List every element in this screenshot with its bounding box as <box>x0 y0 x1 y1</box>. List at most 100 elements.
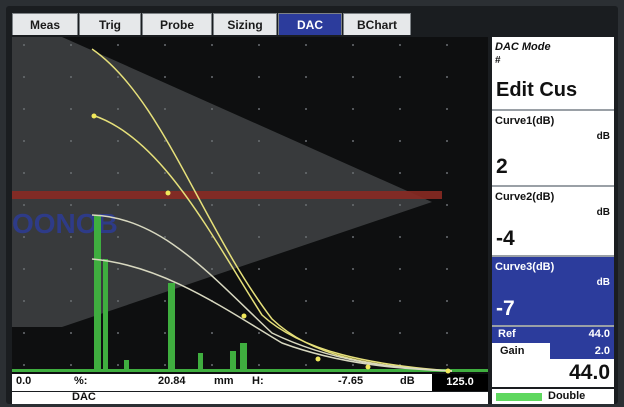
a-scan-plot[interactable]: OONOB <box>12 37 488 374</box>
grid-dot <box>211 44 213 46</box>
grid-dot <box>70 108 72 110</box>
curve3-unit: dB <box>596 277 610 288</box>
tab-probe[interactable]: Probe <box>142 13 212 35</box>
grid-dot <box>70 76 72 78</box>
echo-peak-1 <box>94 215 101 372</box>
grid-dot <box>164 204 166 206</box>
curve3-value: -7 <box>496 297 515 320</box>
readout-percent-label: %: <box>74 375 88 387</box>
grid-dot <box>305 44 307 46</box>
grid-dot <box>164 364 166 366</box>
curve3-cell[interactable]: Curve3(dB) dB -7 <box>492 257 614 327</box>
grid-dot <box>305 332 307 334</box>
readout-db-unit: dB <box>400 375 415 387</box>
grid-dot <box>211 108 213 110</box>
tab-bar: Meas Trig Probe Sizing DAC BChart <box>12 13 412 37</box>
grid-dot <box>352 268 354 270</box>
curve2-cell[interactable]: Curve2(dB) dB -4 <box>492 187 614 257</box>
grid-dot <box>70 236 72 238</box>
curve2-value: -4 <box>496 227 515 250</box>
grid-dot <box>117 172 119 174</box>
grid-dot <box>70 44 72 46</box>
curve1-value: 2 <box>496 155 508 178</box>
grid-dot <box>352 364 354 366</box>
grid-dot <box>117 140 119 142</box>
grid-dot <box>399 108 401 110</box>
grid-dot <box>446 140 448 142</box>
grid-dot <box>164 76 166 78</box>
status-bar: DAC <box>12 391 488 404</box>
grid-dot <box>23 268 25 270</box>
grid-dot <box>211 268 213 270</box>
grid-dot <box>352 172 354 174</box>
grid-dot <box>23 332 25 334</box>
grid-dot <box>70 268 72 270</box>
grid-dot <box>446 108 448 110</box>
grid-dot <box>211 76 213 78</box>
tab-dac[interactable]: DAC <box>278 13 342 35</box>
grid-dot <box>70 204 72 206</box>
grid-dot <box>446 76 448 78</box>
grid-dot <box>211 204 213 206</box>
grid-dot <box>258 140 260 142</box>
readout-distance-unit: mm <box>214 375 234 387</box>
tab-sizing[interactable]: Sizing <box>213 13 277 35</box>
double-label: Double <box>548 390 586 402</box>
grid-dot <box>305 236 307 238</box>
grid-dot <box>399 44 401 46</box>
grid-dot <box>258 332 260 334</box>
grid-dot <box>258 236 260 238</box>
dac-point-6 <box>445 368 451 374</box>
dac-curve-third <box>91 214 453 372</box>
grid-dot <box>211 364 213 366</box>
grid-dot <box>23 172 25 174</box>
grid-dot <box>211 140 213 142</box>
grid-dot <box>164 140 166 142</box>
double-indicator <box>496 393 542 401</box>
dac-mode-cell[interactable]: DAC Mode # Edit Cus <box>492 37 614 111</box>
grid-dot <box>23 300 25 302</box>
echo-peak-2 <box>103 259 108 372</box>
parameter-panel: DAC Mode # Edit Cus Curve1(dB) dB 2 Curv… <box>492 37 614 404</box>
curve2-label: Curve2(dB) <box>495 191 555 203</box>
dac-curve-lower <box>91 258 453 372</box>
grid-dot <box>352 108 354 110</box>
grid-dot <box>305 140 307 142</box>
grid-dot <box>23 108 25 110</box>
grid-dot <box>446 268 448 270</box>
readout-start: 0.0 <box>16 375 32 387</box>
grid-dot <box>446 172 448 174</box>
dead-zone-wedge <box>12 37 432 327</box>
gain-cell[interactable]: Ref 44.0 Gain 2.0 44.0 <box>492 327 614 387</box>
dac-point-3 <box>241 313 247 319</box>
ref-value: 44.0 <box>588 328 610 340</box>
grid-dot <box>70 300 72 302</box>
curve2-unit: dB <box>596 207 610 218</box>
curve1-cell[interactable]: Curve1(dB) dB 2 <box>492 111 614 187</box>
grid-dot <box>23 364 25 366</box>
echo-signal <box>12 215 488 372</box>
tab-meas[interactable]: Meas <box>12 13 78 35</box>
grid-dot <box>446 364 448 366</box>
grid-dot <box>305 268 307 270</box>
grid-dot <box>23 204 25 206</box>
grid-dot <box>399 140 401 142</box>
echo-baseline <box>12 369 488 372</box>
grid-dot <box>446 236 448 238</box>
grid-dot <box>352 44 354 46</box>
grid-dot <box>258 76 260 78</box>
tab-trig[interactable]: Trig <box>79 13 141 35</box>
dac-point-4 <box>315 356 321 362</box>
double-toggle[interactable]: Double <box>492 389 614 404</box>
grid-dot <box>164 44 166 46</box>
grid-dot <box>117 300 119 302</box>
grid-dot <box>258 364 260 366</box>
grid-dot <box>352 236 354 238</box>
grid-dot <box>352 300 354 302</box>
tab-bchart[interactable]: BChart <box>343 13 411 35</box>
grid-dot <box>305 172 307 174</box>
grid-dot <box>164 300 166 302</box>
grid-dot <box>23 236 25 238</box>
grid-dot <box>305 204 307 206</box>
readout-distance: 20.84 <box>158 375 186 387</box>
